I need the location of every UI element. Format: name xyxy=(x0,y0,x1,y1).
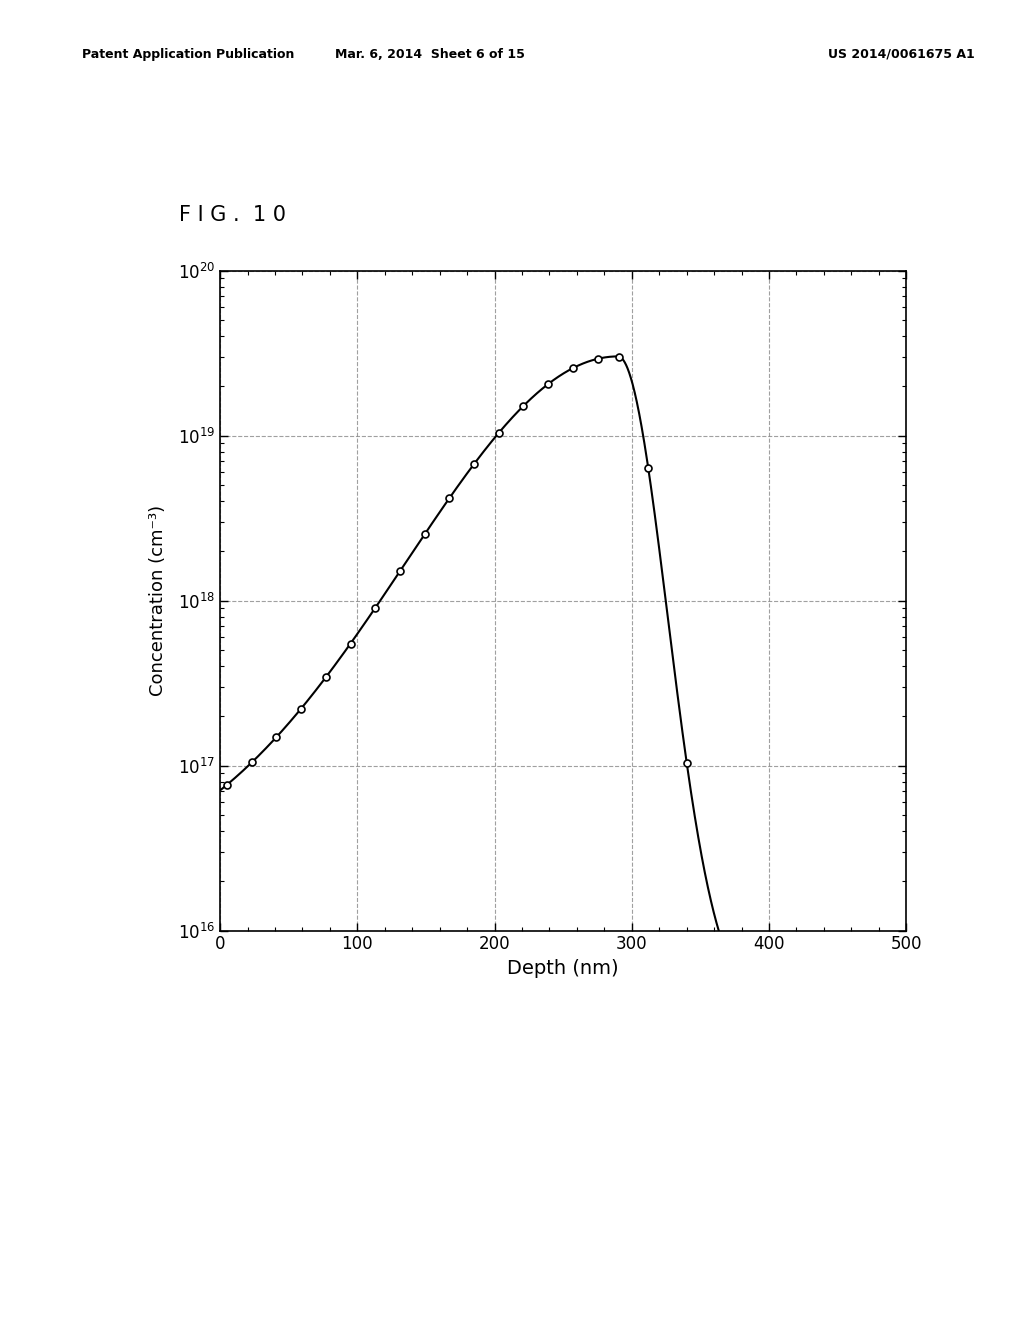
Text: US 2014/0061675 A1: US 2014/0061675 A1 xyxy=(827,48,975,61)
X-axis label: Depth (nm): Depth (nm) xyxy=(507,960,620,978)
Text: Patent Application Publication: Patent Application Publication xyxy=(82,48,294,61)
Text: F I G .  1 0: F I G . 1 0 xyxy=(179,205,286,224)
Y-axis label: Concentration (cm⁻³): Concentration (cm⁻³) xyxy=(148,506,167,696)
Text: Mar. 6, 2014  Sheet 6 of 15: Mar. 6, 2014 Sheet 6 of 15 xyxy=(335,48,525,61)
